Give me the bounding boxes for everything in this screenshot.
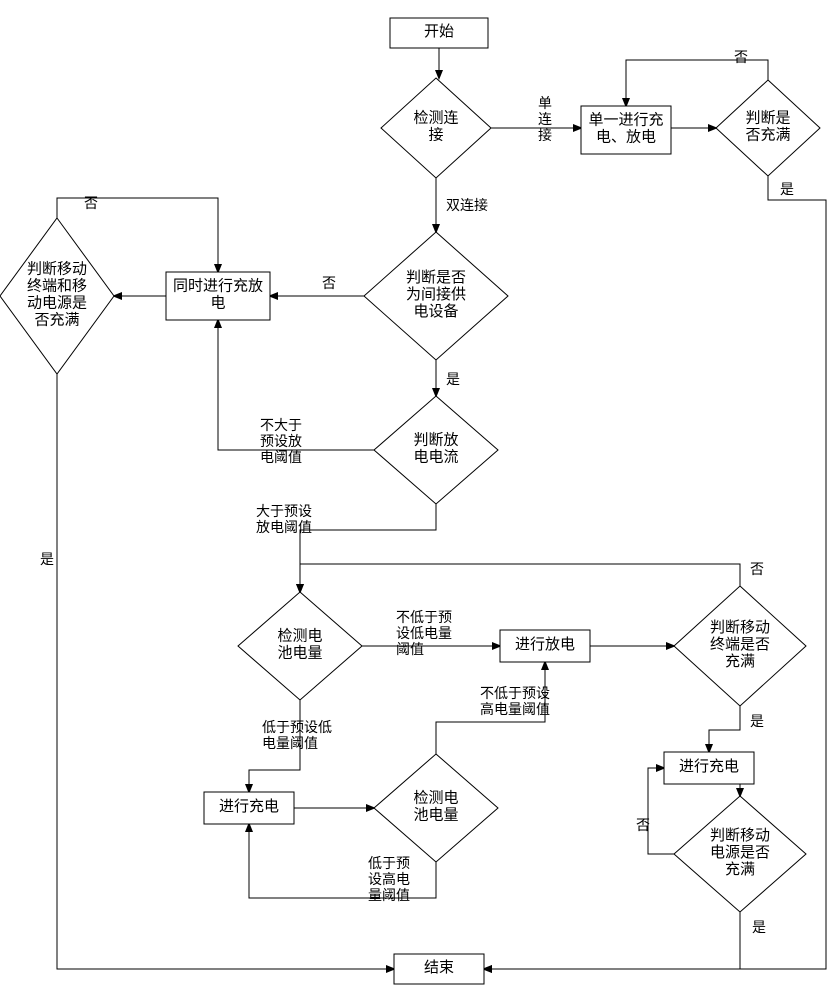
edge-termfull-no [300, 564, 740, 592]
edge-label-bankfull-yes: 是 [752, 921, 766, 936]
edge-bankfull-yes [484, 912, 740, 969]
edge-label-detect-indirect: 双连接 [446, 197, 488, 214]
node-detect_conn: 检测连接 [381, 78, 491, 178]
edge-label-dc-le: 不大于预设放电阈值 [260, 418, 302, 466]
node-is_indirect: 判断是否为间接供电设备 [364, 232, 508, 360]
edge-label-termfull-no: 否 [750, 563, 764, 578]
node-is_full_single: 判断是否充满 [716, 80, 820, 176]
node-label-is_indirect: 判断是否为间接供电设备 [406, 269, 466, 320]
node-label-charge2: 进行充电 [679, 758, 739, 775]
edge-label-both-no: 否 [84, 197, 98, 212]
node-discharge_current: 判断放电电流 [374, 396, 498, 504]
node-discharge: 进行放电 [500, 630, 590, 662]
edge-label-termfull-yes: 是 [750, 715, 764, 730]
edge-label-batt1-lt: 低于预设低电量阈值 [262, 720, 332, 752]
edge-label-dc-gt: 大于预设放电阈值 [256, 504, 312, 536]
node-is_full_both: 判断移动终端和移动电源是否充满 [0, 218, 114, 374]
node-label-charge1: 进行充电 [219, 798, 279, 815]
edge-label-indirect-no: 否 [322, 277, 336, 292]
edge-termfull-yes [709, 706, 740, 752]
node-label-end: 结束 [424, 959, 454, 976]
node-detect_batt1: 检测电池电量 [238, 592, 362, 700]
node-detect_batt2: 检测电池电量 [374, 754, 498, 862]
node-label-discharge: 进行放电 [515, 636, 575, 653]
edge-label-batt1-ge: 不低于预设低电量阈值 [396, 610, 452, 658]
node-charge1: 进行充电 [204, 792, 294, 824]
edge-label-detect-single: 单连接 [538, 96, 552, 144]
edge-label-batt2-lt: 低于预设高电量阈值 [368, 856, 410, 904]
node-single_charge: 单一进行充电、放电 [581, 106, 671, 154]
node-simul: 同时进行充放电 [166, 272, 270, 320]
edge-label-both-yes: 是 [40, 553, 54, 568]
edge-label-batt2-ge: 不低于预设高电量阈值 [480, 686, 550, 718]
edge-label-indirect-yes: 是 [446, 373, 460, 388]
edge-label-bankfull-no: 否 [636, 819, 650, 834]
edge-dc-gt [300, 504, 436, 592]
node-label-start: 开始 [424, 23, 454, 40]
node-is_bank_full: 判断移动电源是否充满 [674, 796, 806, 912]
node-start: 开始 [390, 18, 488, 48]
nodes-group: 开始检测连接单一进行充电、放电判断是否充满同时进行充放电判断是否为间接供电设备判… [0, 18, 820, 984]
node-is_term_full: 判断移动终端是否充满 [674, 586, 806, 706]
node-charge2: 进行充电 [664, 752, 754, 784]
edge-both-yes [57, 374, 394, 969]
edge-label-isfull-no: 否 [734, 51, 748, 66]
node-end: 结束 [394, 954, 484, 984]
edge-label-isfull-yes: 是 [780, 183, 794, 198]
